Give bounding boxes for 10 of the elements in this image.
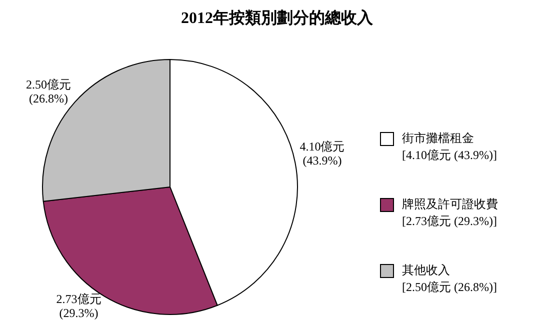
legend-label: 街市攤檔租金: [402, 131, 474, 145]
text: [2.50億元 (26.8%)]: [402, 280, 497, 294]
chart-title: 2012年按類別劃分的總收入: [180, 8, 374, 29]
text: [4.10億元 (43.9%)]: [402, 148, 497, 162]
legend-label: 牌照及許可證收費: [402, 197, 498, 211]
data-label: 2.50億元 (26.8%): [26, 78, 72, 106]
legend-label: 其他收入: [402, 263, 450, 277]
data-label: 2.73億元 (29.3%): [56, 292, 102, 320]
data-label: 4.10億元 (43.9%): [300, 140, 345, 168]
text: [2.73億元 (29.3%)]: [402, 214, 497, 228]
